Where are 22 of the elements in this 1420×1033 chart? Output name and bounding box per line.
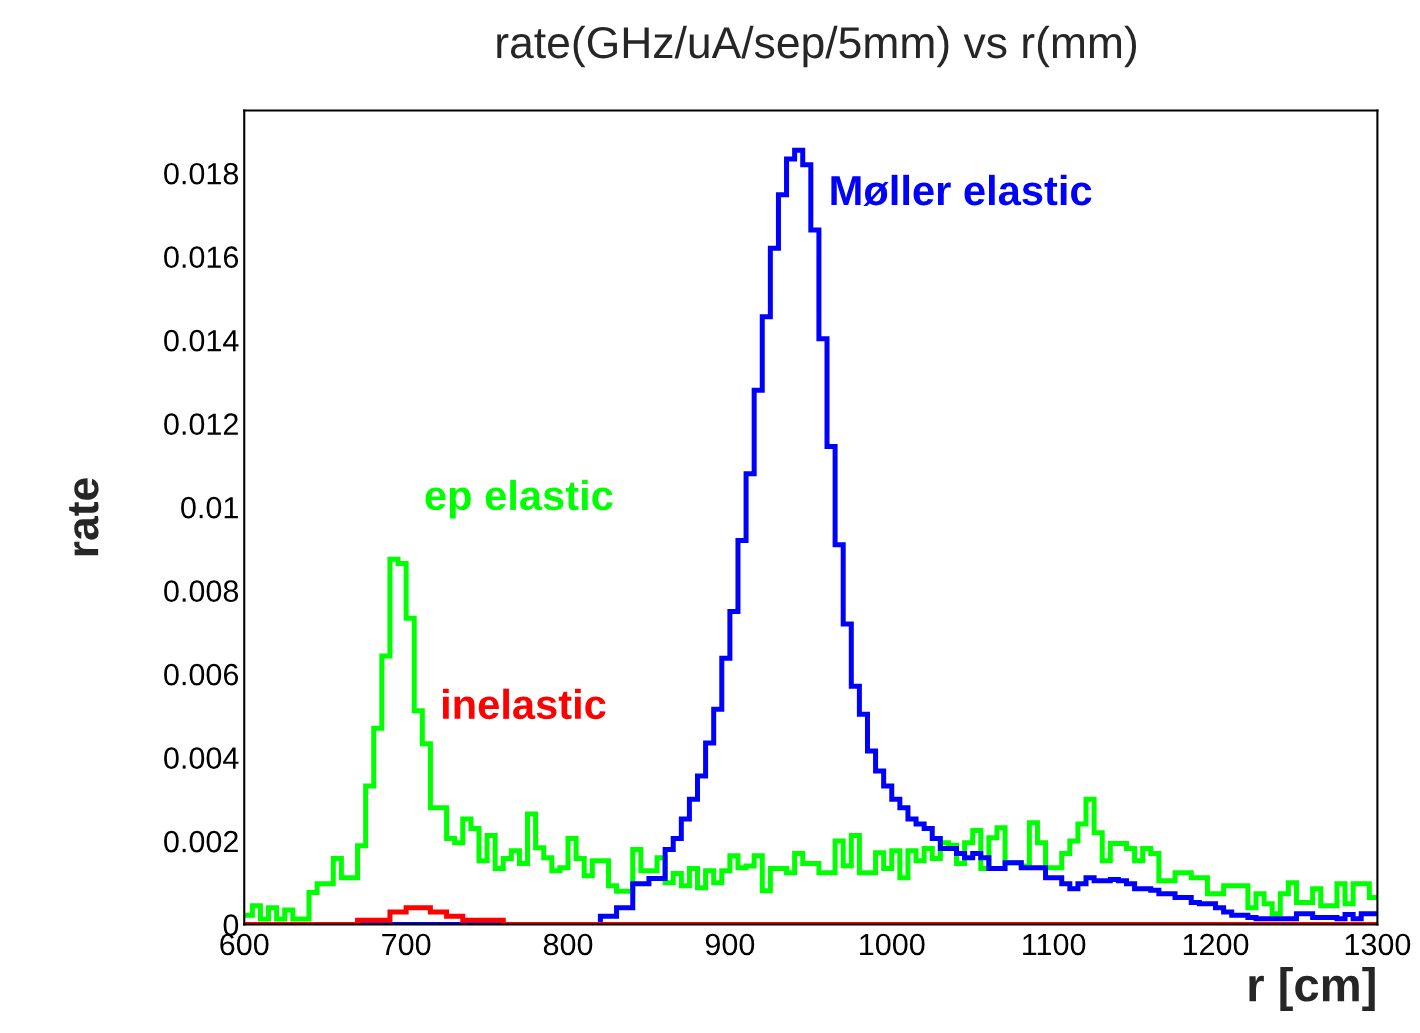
y-tick-label: 0.002 — [164, 830, 238, 853]
y-tick-label: 0.016 — [164, 246, 239, 269]
x-tick-label: 1000 — [860, 933, 925, 956]
chart-title: rate(GHz/uA/sep/5mm) vs r(mm) — [497, 25, 1136, 68]
y-tick-label: 0.018 — [164, 162, 239, 185]
x-tick-label: 700 — [382, 933, 431, 956]
x-tick-label: 1300 — [1345, 933, 1411, 956]
y-tick-label: 0.014 — [164, 329, 239, 352]
x-tick-label: 1100 — [1023, 933, 1086, 956]
y-axis-title: rate — [69, 478, 99, 556]
y-tick-label: 0.006 — [164, 663, 239, 686]
series-label: ep elastic — [425, 479, 613, 519]
x-axis-title: r [cm] — [1249, 966, 1375, 1011]
text: inelastic — [443, 688, 606, 720]
y-tick-label: 0.004 — [164, 747, 239, 769]
x-tick-label: 800 — [543, 933, 593, 956]
x-tick-label: 1200 — [1183, 933, 1249, 956]
series-label: Møller elastic — [831, 174, 1092, 207]
y-tick-label: 0.012 — [164, 413, 238, 435]
y-tick-label: 0.01 — [181, 496, 238, 519]
y-tick-label: 0.008 — [164, 580, 239, 602]
x-tick-label: 900 — [705, 933, 755, 956]
